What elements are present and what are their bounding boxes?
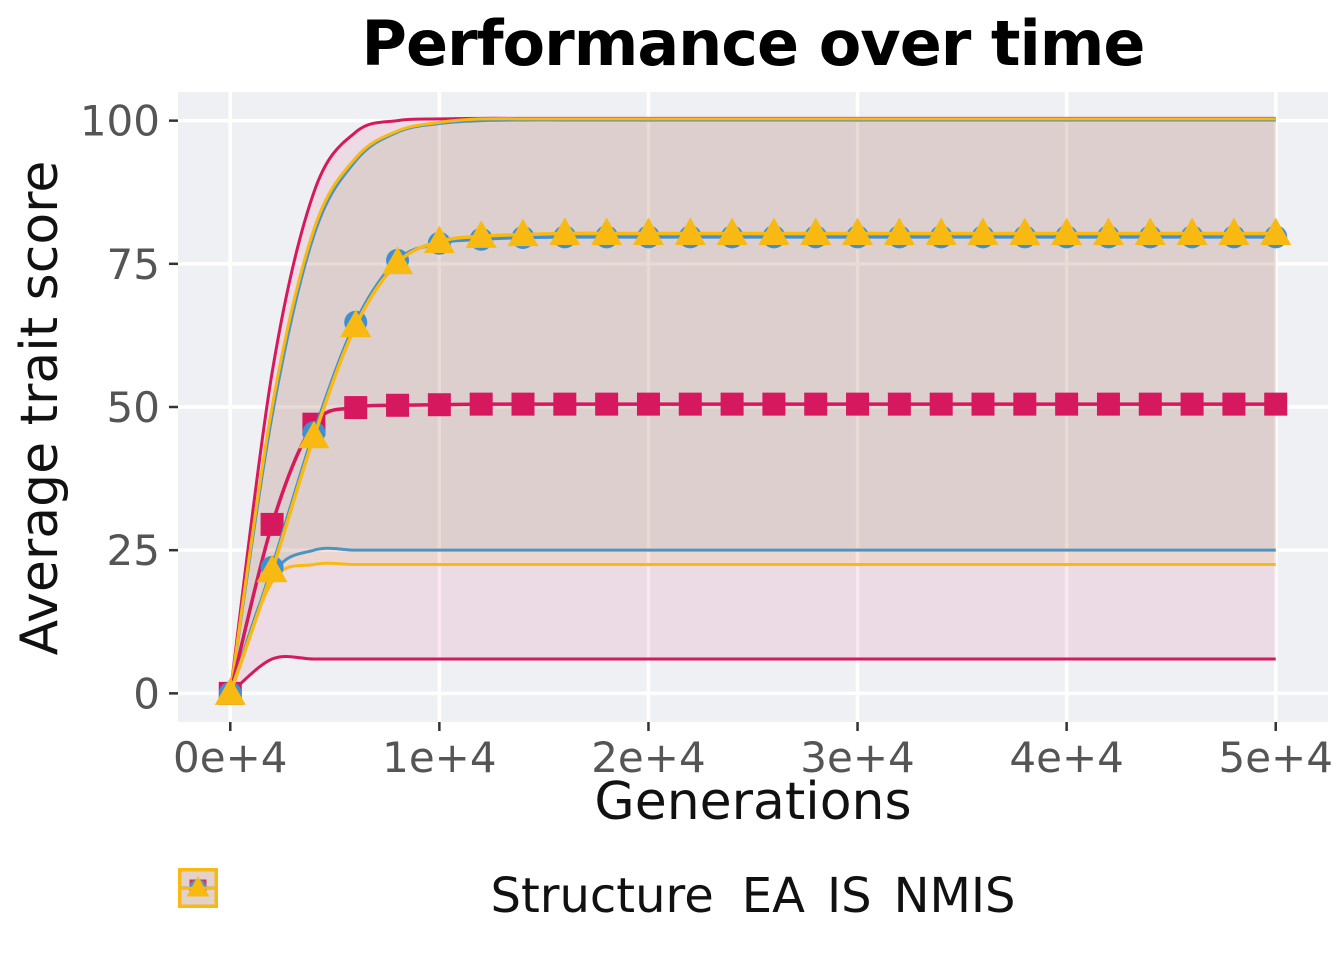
x-tick-label: 1e+4 <box>382 733 496 782</box>
nmis-ribbon <box>230 118 1276 694</box>
ea-ribbon-lower-edge <box>229 654 1276 695</box>
y-tick-label: 50 <box>107 383 160 432</box>
y-tick-label: 0 <box>133 669 160 718</box>
legend: Structure EA IS NMIS <box>178 868 1328 924</box>
legend-item-nmis: NMIS <box>178 868 1016 924</box>
legend-item-is: IS <box>178 868 872 924</box>
chart-title: Performance over time <box>361 7 1146 80</box>
x-tick-label: 0e+4 <box>173 733 287 782</box>
x-tick-label: 4e+4 <box>1009 733 1123 782</box>
legend-label-is: IS <box>826 868 872 924</box>
y-tick-label: 25 <box>107 526 160 575</box>
y-axis-label: Average trait score <box>10 160 70 656</box>
legend-label-ea: EA <box>741 868 805 924</box>
legend-title: Structure <box>490 868 714 924</box>
is-ribbon-lower-edge <box>228 546 1276 694</box>
nmis-ribbon-lower-edge <box>228 561 1276 694</box>
y-tick-label: 75 <box>107 240 160 289</box>
nmis-legend-key <box>178 868 218 908</box>
x-tick-label: 3e+4 <box>800 733 914 782</box>
legend-item-ea: EA <box>178 868 805 924</box>
x-tick-label: 2e+4 <box>591 733 705 782</box>
y-tick-label: 100 <box>80 97 160 146</box>
nmis-ribbon-upper-edge <box>228 117 1276 694</box>
x-tick-label: 5e+4 <box>1218 733 1332 782</box>
nmis-markers <box>214 217 1292 705</box>
legend-label-nmis: NMIS <box>893 868 1016 924</box>
x-axis-label: Generations <box>594 772 912 832</box>
